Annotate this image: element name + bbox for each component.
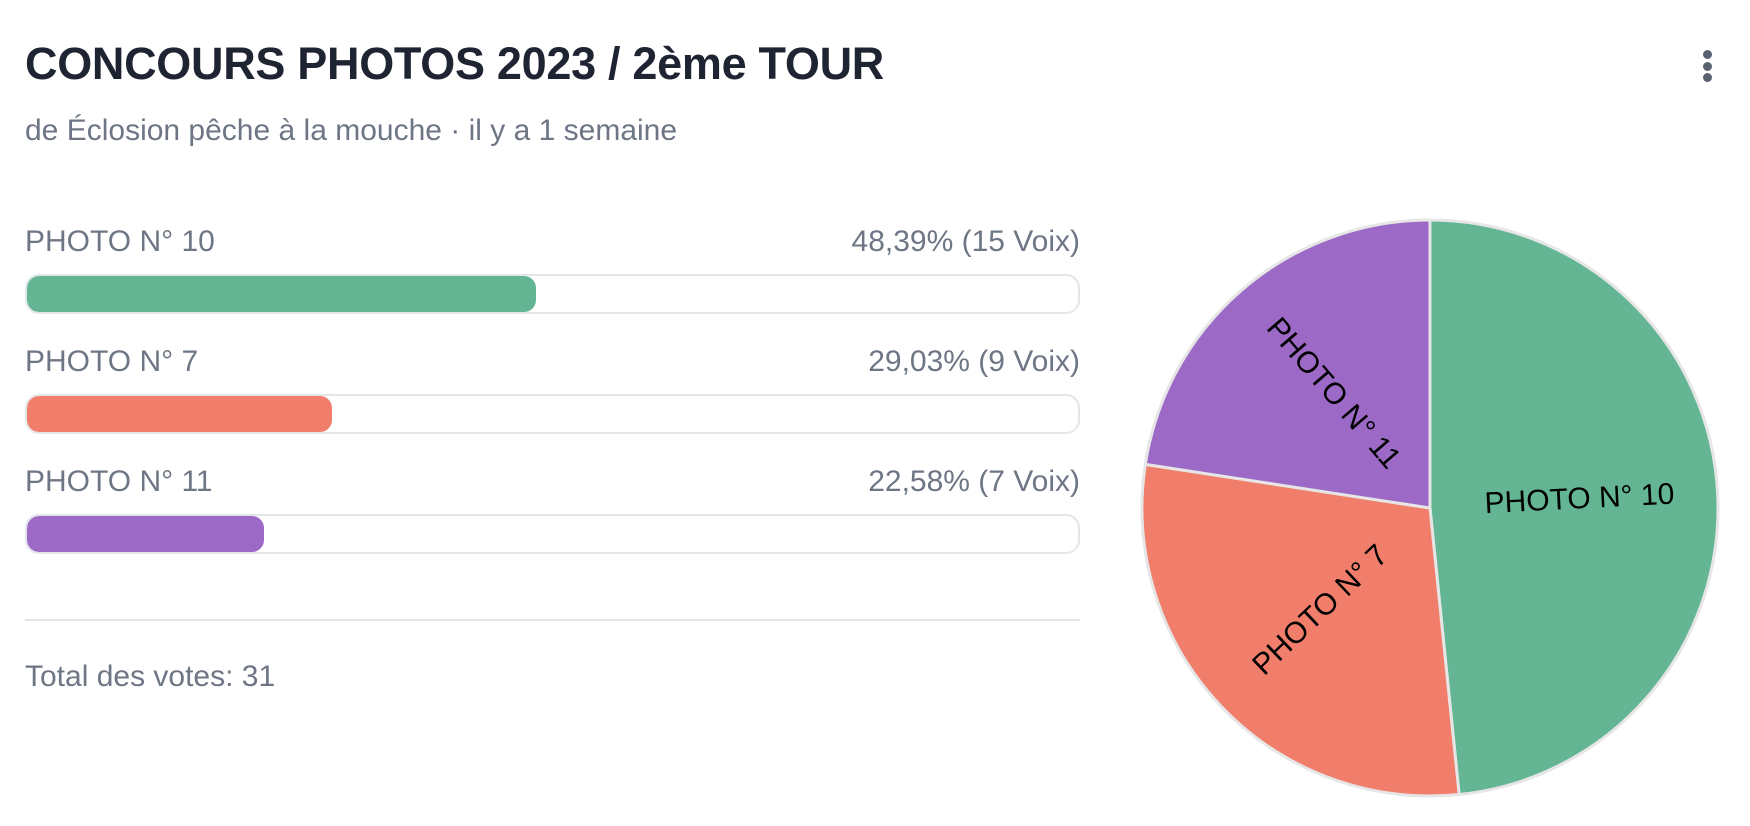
pie-slice-3[interactable] — [1143, 218, 1432, 510]
poll-option-photo-11: PHOTO N° 11 22,58% (7 Voix) — [25, 462, 1080, 582]
option-progress-track — [25, 394, 1080, 434]
option-result: 29,03% (9 Voix) — [868, 345, 1080, 378]
poll-subtitle: de Éclosion pêche à la mouche · il y a 1… — [25, 114, 678, 147]
option-label: PHOTO N° 10 — [25, 225, 215, 258]
pie-slice-2[interactable] — [1140, 462, 1461, 798]
option-progress-track — [25, 514, 1080, 554]
option-result: 22,58% (7 Voix) — [868, 465, 1080, 498]
option-progress-fill — [27, 516, 265, 552]
results-pie-chart: PHOTO N° 10 PHOTO N° 7 PHOTO N° 11 — [1140, 218, 1720, 798]
divider — [25, 619, 1080, 621]
poll-option-photo-7: PHOTO N° 7 29,03% (9 Voix) — [25, 342, 1080, 462]
pie-slice-1[interactable] — [1428, 218, 1720, 797]
option-label: PHOTO N° 11 — [25, 465, 213, 498]
option-progress-track — [25, 274, 1080, 314]
option-progress-fill — [27, 396, 333, 432]
total-votes: Total des votes: 31 — [25, 660, 276, 693]
more-options-button[interactable] — [1692, 46, 1722, 86]
poll-options: PHOTO N° 10 48,39% (15 Voix) PHOTO N° 7 … — [25, 222, 1080, 582]
option-progress-fill — [27, 276, 536, 312]
poll-option-photo-10: PHOTO N° 10 48,39% (15 Voix) — [25, 222, 1080, 342]
option-result: 48,39% (15 Voix) — [851, 225, 1080, 258]
option-label: PHOTO N° 7 — [25, 345, 199, 378]
poll-title: CONCOURS PHOTOS 2023 / 2ème TOUR — [25, 38, 885, 89]
